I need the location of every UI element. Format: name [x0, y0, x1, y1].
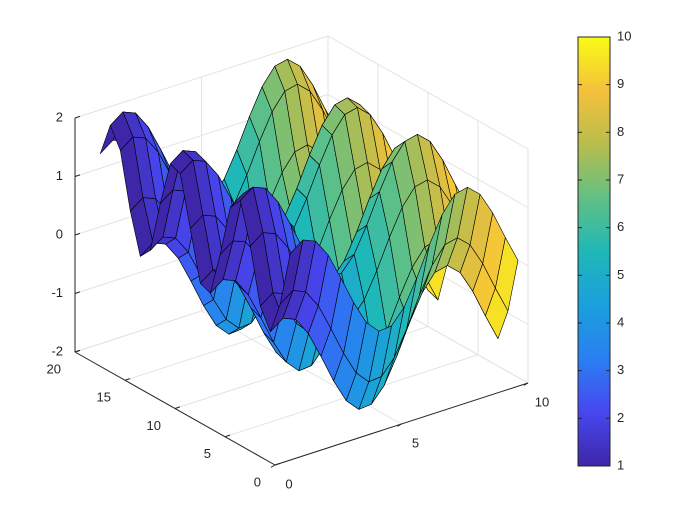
surface-face	[240, 186, 264, 247]
colorbar-tick-label: 4	[617, 314, 624, 329]
colorbar-tick-label: 2	[617, 410, 624, 425]
colorbar-tick-label: 3	[617, 362, 624, 377]
y-tick-label: 20	[47, 361, 61, 376]
colorbar-tick-label: 1	[617, 457, 624, 472]
y-tick-label: 15	[97, 390, 111, 405]
z-tick	[74, 291, 81, 294]
colorbar-tick-label: 7	[617, 171, 624, 186]
z-tick	[74, 115, 81, 119]
y-tick-label: 0	[254, 474, 261, 489]
surface-face	[180, 159, 204, 229]
z-tick	[74, 232, 81, 236]
x-tick	[270, 464, 276, 468]
colorbar-tick-label: 5	[617, 267, 624, 282]
z-tick	[74, 174, 81, 177]
y-tick	[224, 434, 231, 438]
grid-line	[327, 35, 529, 150]
surface-face	[261, 65, 286, 112]
z-tick-label: 0	[56, 226, 63, 241]
colorbar-tick-label: 10	[617, 28, 631, 43]
colorbar-scale	[577, 36, 611, 467]
surface-face	[279, 239, 304, 305]
axes-front: 0 5 10 0 5 10 15 20 -2 -1 0 1 2	[47, 109, 550, 491]
y-tick	[174, 406, 181, 409]
colorbar-tick-label: 9	[617, 76, 624, 91]
y-tick-label: 5	[204, 446, 211, 461]
z-tick-label: 1	[56, 168, 63, 183]
z-tick-label: 2	[56, 109, 63, 124]
surface-face	[331, 114, 356, 191]
surface-face	[110, 111, 134, 151]
x-tick-label: 0	[285, 476, 292, 491]
surface-face	[431, 193, 456, 266]
surface-face	[391, 141, 416, 208]
surface	[100, 58, 519, 410]
z-tick	[74, 349, 81, 353]
y-tick	[124, 378, 131, 381]
z-tick-label: -2	[51, 343, 63, 358]
colorbar-tick-label: 6	[617, 219, 624, 234]
colorbar-tick-label: 8	[617, 124, 624, 139]
x-tick	[397, 423, 402, 427]
x-tick-label: 5	[412, 435, 419, 450]
z-tick-label: -1	[51, 285, 63, 300]
colorbar: 1 2 3 4 5 6 7 8 9 10	[577, 28, 631, 472]
x-tick-label: 10	[535, 394, 549, 409]
y-tick-label: 10	[147, 418, 161, 433]
grid-line	[74, 35, 329, 119]
y-tick	[274, 462, 281, 466]
x-tick	[523, 382, 529, 386]
